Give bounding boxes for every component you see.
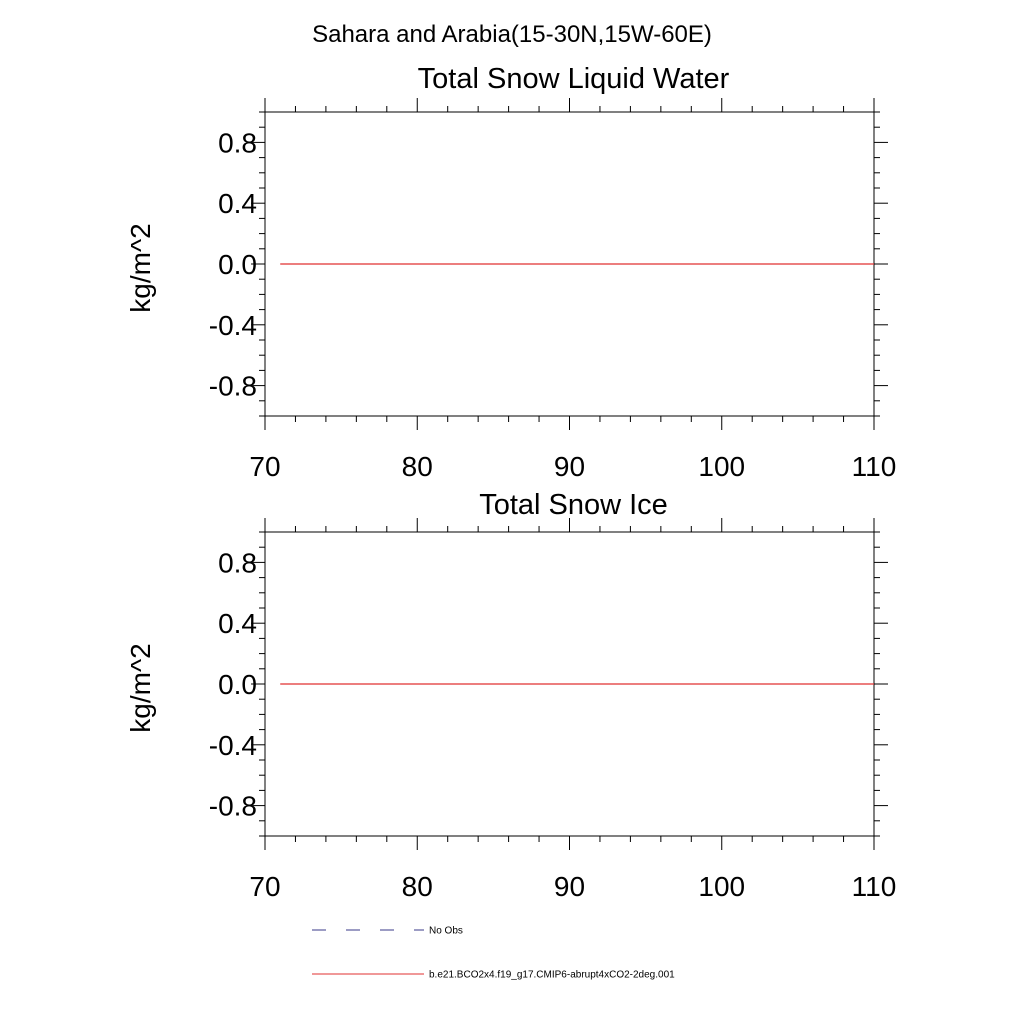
- y-tick-label: 0.8: [218, 127, 257, 158]
- x-tick-label: 70: [249, 871, 280, 902]
- y-tick-label: -0.8: [209, 371, 257, 402]
- y-tick-label: -0.4: [209, 310, 257, 341]
- y-tick-label: 0.0: [218, 669, 257, 700]
- x-tick-label: 70: [249, 451, 280, 482]
- chart-panel-1: Total Snow Liquid Water kg/m^2 0.8 0.4 0.0 -0…: [125, 63, 896, 482]
- x-tick-label: 80: [402, 451, 433, 482]
- x-tick-label: 80: [402, 871, 433, 902]
- y-tick-label: 0.4: [218, 608, 257, 639]
- y-axis-label: kg/m^2: [125, 223, 156, 312]
- x-tick-label: 100: [698, 871, 745, 902]
- x-tick-label: 90: [554, 871, 585, 902]
- y-tick-label: 0.8: [218, 547, 257, 578]
- legend-label: b.e21.BCO2x4.f19_g17.CMIP6-abrupt4xCO2-2…: [429, 970, 675, 981]
- y-tick-label: 0.4: [218, 188, 257, 219]
- x-tick-label: 110: [852, 451, 897, 482]
- y-tick-label: -0.4: [209, 730, 257, 761]
- legend: No Obs b.e21.BCO2x4.f19_g17.CMIP6-abrupt4…: [312, 926, 675, 981]
- chart-panel-2: Total Snow Ice kg/m^2 0.8 0.4 0.0 -0.4 -0.8 70 8…: [125, 489, 896, 902]
- y-tick-label: -0.8: [209, 791, 257, 822]
- y-axis-label: kg/m^2: [125, 643, 156, 732]
- x-tick-label: 100: [698, 451, 745, 482]
- legend-item-1: No Obs: [312, 926, 463, 937]
- chart-title: Total Snow Liquid Water: [418, 63, 730, 95]
- legend-label: No Obs: [429, 926, 463, 937]
- x-tick-label: 90: [554, 451, 585, 482]
- figure-title: Sahara and Arabia(15-30N,15W-60E): [312, 21, 712, 48]
- plot-panels: Total Snow Liquid Water kg/m^2 0.8 0.4 0.0 -0…: [125, 63, 896, 902]
- legend-item-2: b.e21.BCO2x4.f19_g17.CMIP6-abrupt4xCO2-2…: [312, 970, 675, 981]
- x-tick-label: 110: [852, 871, 897, 902]
- y-tick-label: 0.0: [218, 249, 257, 280]
- chart-title: Total Snow Ice: [479, 489, 668, 521]
